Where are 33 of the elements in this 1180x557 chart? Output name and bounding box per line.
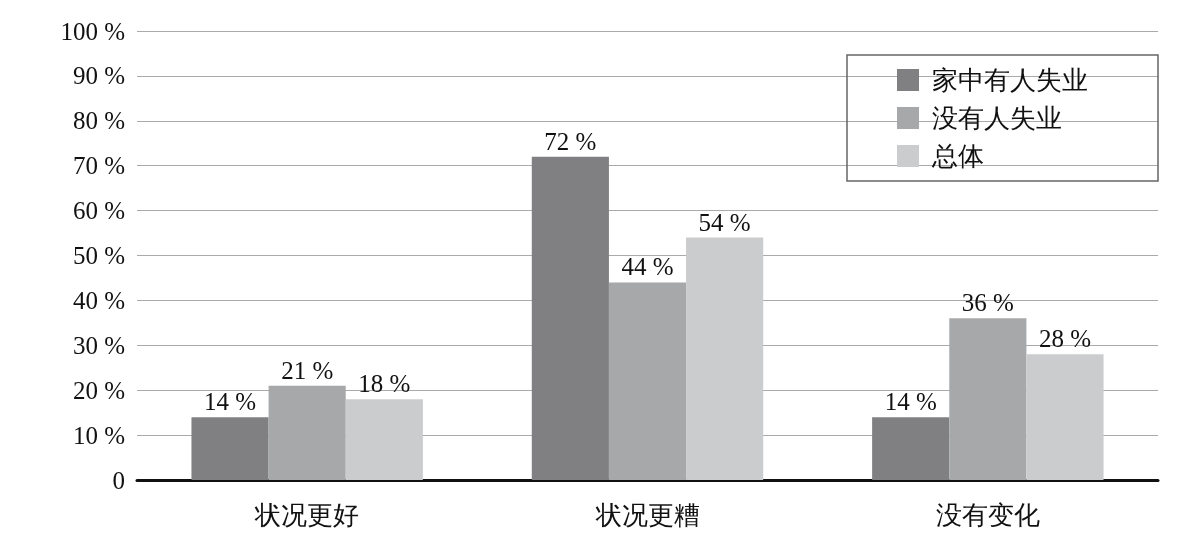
y-tick-label: 60 %: [72, 197, 125, 225]
bar: [345, 399, 423, 480]
legend-label: 家中有人失业: [932, 65, 1088, 95]
data-label: 36 %: [961, 289, 1014, 317]
bar: [686, 237, 764, 480]
bar: [191, 417, 269, 480]
y-tick-label: 0: [112, 466, 125, 494]
y-tick-label: 80 %: [72, 107, 125, 135]
data-label: 44 %: [621, 253, 674, 281]
y-tick-label: 10 %: [72, 421, 125, 449]
bar: [531, 156, 609, 480]
bar: [608, 282, 687, 480]
y-tick-label: 40 %: [72, 286, 125, 314]
data-label: 14 %: [203, 388, 257, 416]
legend-label: 没有人失业: [932, 103, 1062, 133]
y-tick-label: 20 %: [72, 376, 125, 404]
y-tick-label: 30 %: [72, 331, 125, 359]
x-tick-label: 状况更好: [254, 500, 360, 530]
x-tick-label: 状况更糟: [594, 500, 700, 530]
data-label: 18 %: [358, 370, 411, 398]
data-label: 54 %: [698, 208, 751, 236]
y-tick-label: 70 %: [72, 152, 125, 180]
bar: [1026, 354, 1104, 480]
x-tick-label: 没有变化: [935, 500, 1040, 530]
data-label: 72 %: [544, 127, 597, 155]
y-tick-label: 100 %: [60, 17, 125, 45]
data-label: 21 %: [281, 356, 334, 384]
y-tick-label: 50 %: [72, 242, 125, 269]
legend-label: 总体: [931, 141, 984, 171]
bar: [872, 417, 950, 480]
data-label: 14 %: [884, 388, 937, 416]
data-label: 28 %: [1038, 325, 1092, 353]
y-tick-label: 90 %: [72, 62, 125, 90]
